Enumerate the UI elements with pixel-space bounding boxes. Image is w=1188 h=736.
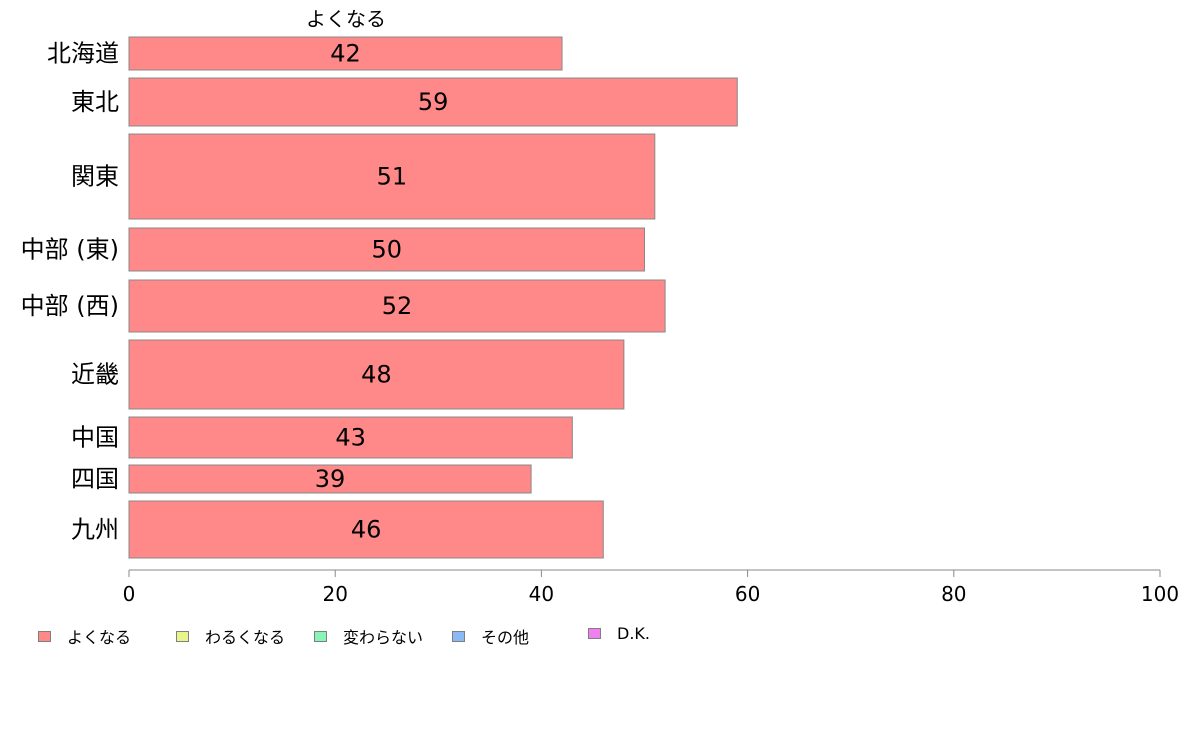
data-label: 43 [335,424,366,452]
bar [128,339,625,410]
data-label: 48 [361,361,392,389]
bars [128,36,738,559]
legend-swatch [176,630,189,642]
legend-swatch [588,628,601,639]
category-label: 中国 [71,424,119,452]
legend-item-dk: D.K. [588,624,650,643]
category-label: 四国 [71,465,119,493]
bar [128,77,738,127]
legend-swatch [452,630,465,642]
bar [128,500,604,559]
legend-item-kawaranai: 変わらない [314,624,423,648]
legend-item-sonota: その他 [452,624,529,648]
legend-item-yokunaru: よくなる [38,624,131,648]
x-tick-label: 40 [529,582,554,606]
category-label: 北海道 [47,40,119,68]
legend-label: D.K. [617,624,650,643]
bar [128,464,532,494]
data-label: 46 [351,516,382,544]
x-tick-label: 80 [941,582,966,606]
category-label: 近畿 [71,361,119,389]
x-tick-label: 0 [123,582,136,606]
legend-label: よくなる [67,628,132,647]
legend-swatch [314,630,327,642]
data-label: 42 [330,40,361,68]
data-label: 39 [315,465,346,493]
bar [128,279,666,333]
bar [128,416,573,459]
category-label: 九州 [71,516,119,544]
legend-label: その他 [481,628,530,647]
legend-swatch [38,630,51,642]
x-axis: 0 20 40 60 80 100 [123,569,1179,606]
bar [128,227,645,272]
x-tick-label: 60 [735,582,760,606]
category-label: 東北 [71,88,119,116]
x-tick-label: 100 [1141,582,1179,606]
x-tick-label: 20 [322,582,347,606]
category-label: 中部 (東) [21,236,119,264]
data-label: 51 [377,163,408,191]
category-label: 中部 (西) [21,292,119,320]
column-header: よくなる [306,7,386,31]
legend-label: 変わらない [343,628,424,647]
legend-label: わるくなる [205,628,286,647]
legend-item-warukunaru: わるくなる [176,624,285,648]
bar [128,133,656,220]
data-label: 59 [418,88,449,116]
category-label: 関東 [71,163,119,191]
data-label: 50 [371,236,402,264]
data-label: 52 [382,292,413,320]
bar [128,36,563,71]
